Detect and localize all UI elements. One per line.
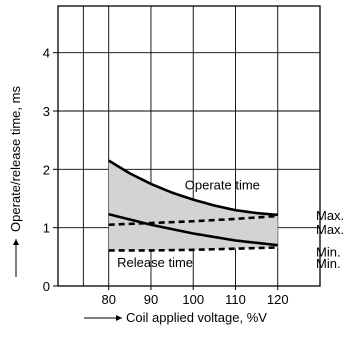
- series-line-0: [108, 159, 278, 217]
- y-tick-label-1: 1: [43, 221, 50, 236]
- operate-time-label: Operate time: [185, 178, 260, 193]
- tick-labels: 0 1 2 3 4 80 90 100 110 120: [43, 46, 289, 307]
- y-tick-label-2: 2: [43, 162, 50, 177]
- x-tick-label-0: 80: [101, 292, 115, 307]
- right-label-max-operate: Max.: [316, 208, 344, 223]
- x-axis-label: Coil applied voltage, %V: [126, 310, 267, 325]
- shaded-band-area: [108, 160, 278, 251]
- grid: [58, 6, 320, 286]
- right-label-max-release: Max.: [316, 222, 344, 237]
- plot-border: [57, 5, 321, 287]
- series-line-1: [108, 212, 278, 247]
- x-axis-arrow-head: [116, 315, 122, 321]
- y-axis-label: Operate/release time, ms: [8, 86, 23, 232]
- x-tick-label-4: 120: [267, 292, 289, 307]
- shaded-bands: [108, 160, 278, 251]
- x-tick-label-2: 100: [182, 292, 204, 307]
- y-tick-label-0: 0: [43, 279, 50, 294]
- plot-frame: [53, 5, 321, 290]
- release-time-label: Release time: [117, 255, 193, 270]
- y-tick-label-4: 4: [43, 46, 50, 61]
- y-axis-arrow-head: [13, 239, 19, 245]
- right-label-min-release: Min.: [316, 256, 341, 271]
- series-lines: [108, 159, 278, 252]
- series-line-2: [108, 214, 278, 227]
- y-tick-label-3: 3: [43, 104, 50, 119]
- right-label-min-operate: Min.: [316, 245, 341, 260]
- x-tick-label-1: 90: [144, 292, 158, 307]
- series-line-3: [108, 246, 278, 252]
- axis-arrows: [13, 239, 122, 321]
- x-tick-label-3: 110: [225, 292, 246, 307]
